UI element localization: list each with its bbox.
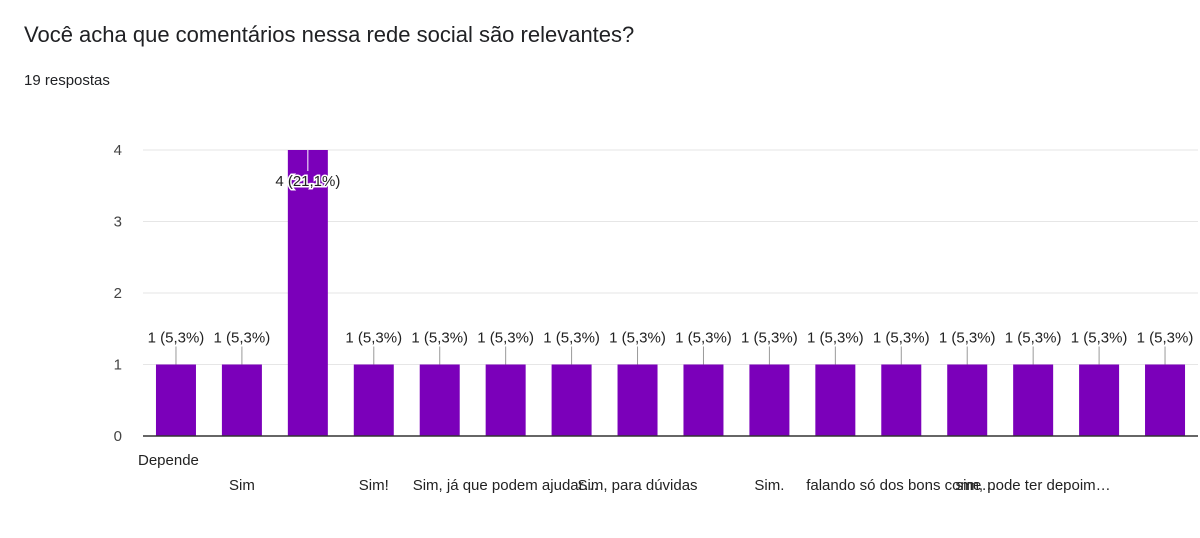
y-tick-label: 4 [114,142,122,159]
data-label: 1 (5,3%) [873,330,930,347]
bar [419,364,460,436]
data-label: 1 (5,3%) [807,330,864,347]
data-label: 1 (5,3%) [411,330,468,347]
bar [1079,364,1120,436]
bar [155,364,196,436]
x-category-label: falando só dos bons come… [806,477,996,494]
y-tick-label: 3 [114,214,122,231]
x-category-label: Sim, para dúvidas [578,477,698,494]
bar [815,364,856,436]
bar [353,364,394,436]
response-count: 19 respostas [24,72,110,89]
bar [1013,364,1054,436]
data-label: 1 (5,3%) [1071,330,1128,347]
bar [1145,364,1186,436]
data-label: 1 (5,3%) [939,330,996,347]
data-label: 1 (5,3%) [477,330,534,347]
bar [947,364,988,436]
x-category-label: Depende [138,452,199,469]
data-label: 1 (5,3%) [345,330,402,347]
data-label: 4 (21,1%) [275,173,340,190]
data-label: 1 (5,3%) [543,330,600,347]
data-label: 1 (5,3%) [741,330,798,347]
bar [287,150,328,436]
bar [617,364,658,436]
bar [683,364,724,436]
x-category-label: Sim [229,477,255,494]
data-label: 1 (5,3%) [1137,330,1194,347]
data-label: 1 (5,3%) [675,330,732,347]
x-category-label: Sim! [359,477,389,494]
data-label: 1 (5,3%) [609,330,666,347]
y-tick-label: 0 [114,428,122,445]
bar [551,364,592,436]
bar [221,364,262,436]
x-category-label: sim, pode ter depoim… [956,477,1111,494]
x-category-label: Sim. [754,477,784,494]
data-label: 1 (5,3%) [214,330,271,347]
data-label: 1 (5,3%) [148,330,205,347]
y-tick-label: 1 [114,357,122,374]
bar [485,364,526,436]
question-title: Você acha que comentários nessa rede soc… [24,22,635,47]
bar [881,364,922,436]
bar [749,364,790,436]
data-label: 1 (5,3%) [1005,330,1062,347]
x-category-label: Sim, já que podem ajudar… [413,477,599,494]
y-tick-label: 2 [114,285,122,302]
